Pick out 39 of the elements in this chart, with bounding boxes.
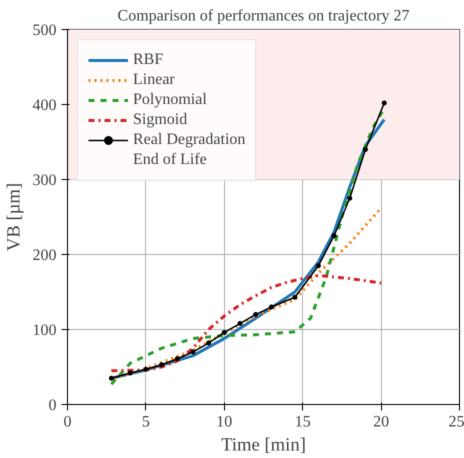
point (292, 294, 298, 300)
x-tick-label: 15 (294, 414, 311, 430)
point (143, 366, 148, 372)
x-tick-label: 10 (216, 414, 232, 430)
y-tick-label: 0 (48, 397, 56, 414)
line-series (110, 274, 383, 372)
y-tick-label: 100 (32, 322, 56, 339)
point (362, 147, 368, 152)
legend-label: Linear (133, 71, 175, 89)
y-tick-label: 400 (32, 97, 56, 114)
legend-label: RBF (133, 51, 164, 69)
point (108, 376, 114, 381)
y-tick-label: 500 (32, 22, 56, 39)
point (128, 370, 133, 376)
y-tick-label: 300 (32, 172, 56, 189)
x-tick-label: 0 (64, 414, 72, 430)
point (159, 362, 164, 368)
point (206, 340, 212, 346)
point (316, 263, 321, 268)
x-tick-label: 20 (373, 414, 390, 430)
point (237, 321, 242, 326)
legend-label: Sigmoid (133, 111, 188, 129)
point (253, 312, 258, 317)
point (332, 233, 337, 238)
point (222, 330, 227, 335)
band-label: End of Life (133, 151, 207, 169)
point (382, 100, 387, 106)
x-tick-label: 5 (142, 414, 150, 430)
legend-label: Polynomial (133, 91, 207, 109)
y-tick-label: 200 (32, 247, 56, 264)
point (190, 350, 196, 354)
y-axis-title: VB [µm] (4, 182, 24, 252)
chart-title: Comparison of performances on trajectory 27 (118, 8, 410, 24)
x-axis-title: Time [min] (221, 434, 306, 456)
legend-label: Real Degradation (133, 131, 246, 149)
point (268, 304, 274, 310)
point (174, 356, 180, 362)
x-tick-label: 25 (448, 414, 464, 430)
point (347, 196, 352, 201)
